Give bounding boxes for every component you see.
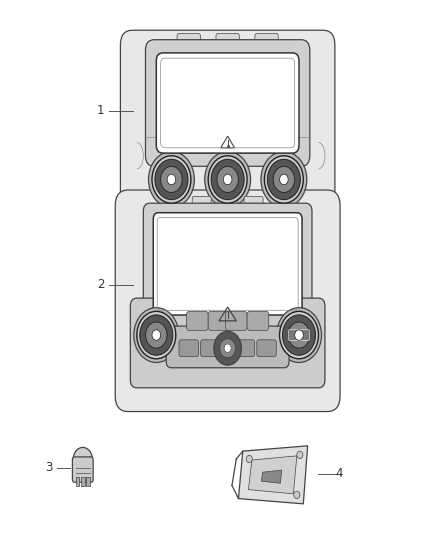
Circle shape [265,156,304,203]
FancyBboxPatch shape [145,39,310,166]
Circle shape [224,344,231,352]
Text: 1: 1 [97,104,104,117]
Circle shape [152,330,161,340]
Circle shape [137,311,176,359]
Text: 4: 4 [336,467,343,480]
Circle shape [273,166,295,192]
Circle shape [223,174,232,185]
Bar [76,477,79,487]
Circle shape [288,322,310,348]
Circle shape [295,330,303,340]
Circle shape [148,151,194,207]
Wedge shape [73,447,92,459]
Circle shape [140,315,173,355]
Circle shape [261,151,307,207]
FancyBboxPatch shape [289,330,309,341]
Circle shape [214,332,241,365]
Circle shape [161,166,182,192]
FancyBboxPatch shape [255,34,278,50]
FancyBboxPatch shape [235,340,254,357]
Polygon shape [248,456,297,494]
Circle shape [279,311,318,359]
FancyBboxPatch shape [177,34,201,50]
Circle shape [152,156,191,203]
FancyBboxPatch shape [120,30,335,218]
Circle shape [220,339,236,358]
FancyBboxPatch shape [192,196,211,210]
Circle shape [155,159,188,200]
Polygon shape [238,446,307,504]
Circle shape [167,174,176,185]
FancyBboxPatch shape [208,311,230,330]
FancyBboxPatch shape [72,457,93,482]
Circle shape [246,455,252,463]
Text: 3: 3 [45,462,53,474]
FancyBboxPatch shape [226,311,247,330]
Circle shape [205,151,251,207]
FancyBboxPatch shape [216,34,239,50]
FancyBboxPatch shape [244,196,263,210]
FancyBboxPatch shape [187,311,208,330]
Bar [81,477,85,487]
FancyBboxPatch shape [156,53,299,153]
Circle shape [276,308,321,362]
Circle shape [294,491,300,498]
FancyBboxPatch shape [153,213,302,315]
FancyBboxPatch shape [166,326,289,368]
FancyBboxPatch shape [247,311,269,330]
FancyBboxPatch shape [131,298,325,388]
FancyBboxPatch shape [115,190,340,411]
Circle shape [145,322,167,348]
Circle shape [134,308,179,362]
Polygon shape [261,470,282,483]
Circle shape [267,159,300,200]
FancyBboxPatch shape [179,340,198,357]
Circle shape [217,166,238,192]
FancyBboxPatch shape [201,340,220,357]
Circle shape [297,451,303,458]
Circle shape [208,156,247,203]
Circle shape [211,159,244,200]
FancyBboxPatch shape [257,340,276,357]
FancyBboxPatch shape [143,203,312,325]
Bar [86,477,90,487]
Circle shape [283,315,315,355]
Circle shape [279,174,288,185]
Text: 2: 2 [97,278,104,292]
FancyBboxPatch shape [218,196,237,210]
